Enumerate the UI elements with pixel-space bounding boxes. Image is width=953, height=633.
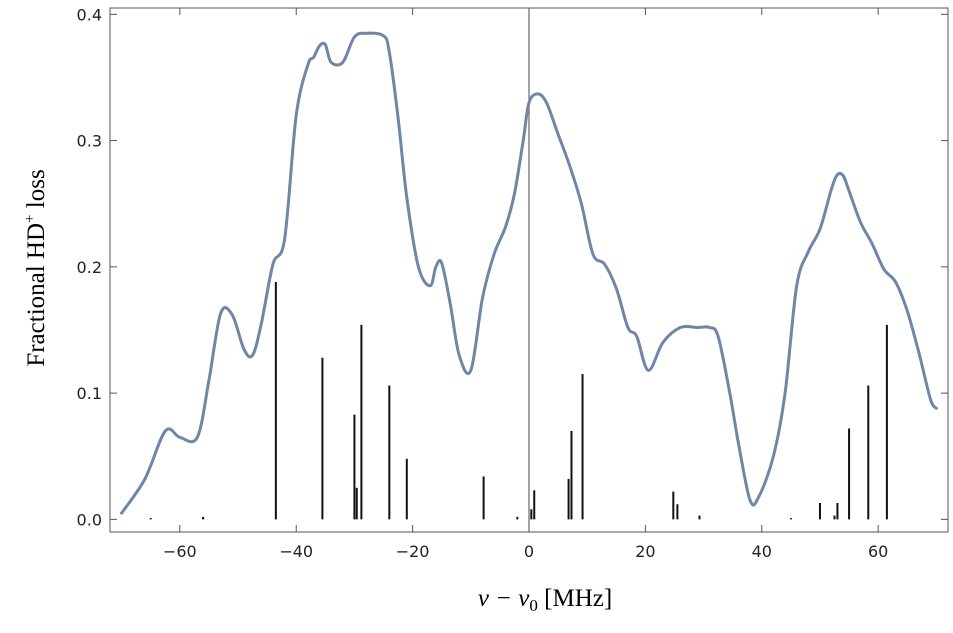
x-tick-label: 60 <box>868 542 888 561</box>
y-axis-title-main: Fractional HD <box>23 223 50 367</box>
y-axis-title-tail: loss <box>23 169 50 214</box>
x-tick-label: −40 <box>279 542 313 561</box>
x-tick-label: −20 <box>396 542 430 561</box>
x-tick-label: 40 <box>752 542 772 561</box>
y-tick-label: 0.4 <box>77 5 102 24</box>
x-tick-label: 20 <box>635 542 655 561</box>
x-axis-title: ν − ν0 [MHz] <box>478 585 612 615</box>
y-tick-label: 0.3 <box>77 132 102 151</box>
y-tick-label: 0.1 <box>77 384 102 403</box>
axis-ticks: −60 −40 −20 0 20 40 60 0.0 0.1 0.2 0.3 0.4 <box>77 5 948 561</box>
x-axis-title-unit: [MHz] <box>538 585 612 612</box>
x-tick-label: −60 <box>163 542 197 561</box>
y-tick-label: 0.0 <box>77 510 102 529</box>
y-axis-title-superscript: + <box>22 214 38 222</box>
x-axis-title-nu: ν <box>478 585 490 612</box>
x-axis-title-nu0: − ν <box>489 585 530 612</box>
stick-spectrum <box>149 281 888 520</box>
x-tick-label: 0 <box>524 542 534 561</box>
x-axis-title-subscript: 0 <box>529 596 538 615</box>
loss-curve <box>120 31 938 515</box>
y-tick-label: 0.2 <box>77 258 102 277</box>
y-axis-title: Fractional HD+ loss <box>22 169 50 366</box>
